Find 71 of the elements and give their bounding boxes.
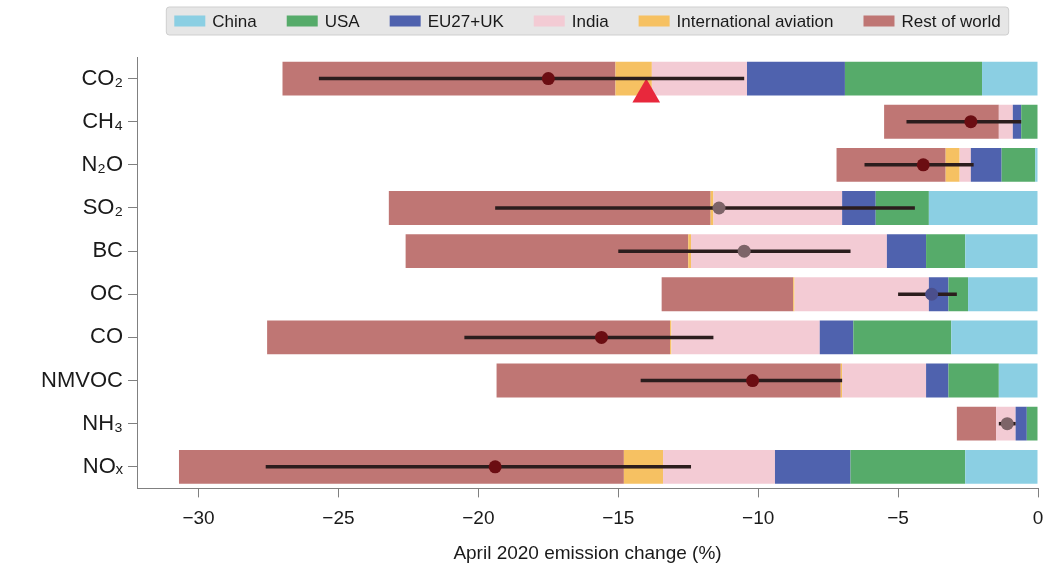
y-tick-label: CO	[90, 323, 123, 349]
point	[488, 460, 502, 474]
bar	[844, 61, 983, 96]
bar	[875, 191, 929, 225]
x-tick-label: −10	[742, 507, 775, 529]
x-tick-label: −5	[887, 507, 909, 529]
y-tick-label: N₂O	[81, 150, 123, 176]
legend-label: Rest of world	[901, 11, 1001, 31]
bar	[951, 320, 1038, 355]
y-tick-label: NOₓ	[82, 452, 124, 478]
bar	[1015, 406, 1027, 441]
point	[737, 244, 751, 258]
y-tick-label: CH₄	[82, 107, 124, 133]
bar	[1035, 147, 1038, 182]
bar	[663, 449, 775, 484]
legend-label: EU27+UK	[427, 11, 505, 31]
bar	[884, 104, 999, 139]
bar	[926, 363, 949, 398]
bar	[671, 320, 820, 355]
point	[712, 201, 726, 215]
x-tick-label: −30	[182, 507, 215, 529]
legend-label: India	[571, 11, 610, 31]
legend-label: USA	[324, 11, 361, 31]
y-tick-label: CO₂	[81, 64, 123, 90]
bar	[886, 234, 927, 269]
bar	[1021, 104, 1038, 139]
bar	[850, 449, 966, 484]
bar	[998, 363, 1038, 398]
bar	[982, 61, 1038, 96]
bar	[1001, 147, 1036, 182]
point	[541, 72, 555, 86]
bar	[746, 61, 845, 96]
bar	[948, 363, 999, 398]
y-tick-label: BC	[92, 237, 124, 263]
bar	[661, 277, 794, 312]
bar	[405, 234, 689, 269]
y-tick-label: OC	[90, 280, 124, 306]
bar	[282, 61, 616, 96]
bar	[819, 320, 854, 355]
bar	[388, 191, 711, 225]
bar	[267, 320, 671, 355]
x-axis-title: April 2020 emission change (%)	[453, 541, 722, 563]
bar	[926, 234, 966, 269]
point	[964, 115, 978, 129]
bar	[928, 191, 1038, 225]
bar	[651, 61, 747, 96]
legend-label: China	[212, 11, 258, 31]
x-tick-label: 0	[1032, 507, 1044, 529]
bar	[970, 147, 1002, 182]
x-tick-label: −25	[322, 507, 355, 529]
x-tick-label: −20	[462, 507, 495, 529]
bar	[496, 363, 841, 398]
bar	[774, 449, 851, 484]
bar	[956, 406, 997, 441]
legend-label: International aviation	[676, 11, 834, 31]
bar	[853, 320, 952, 355]
bar	[998, 104, 1013, 139]
y-tick-label: SO₂	[82, 194, 123, 220]
point	[916, 158, 930, 172]
bar	[794, 277, 929, 312]
bar	[968, 277, 1038, 312]
y-tick-label: NMVOC	[41, 366, 124, 392]
bar	[1026, 406, 1038, 441]
bar	[842, 363, 927, 398]
x-tick-label: −15	[602, 507, 635, 529]
bar	[948, 277, 969, 312]
bar	[965, 234, 1038, 269]
y-tick-label: NH₃	[82, 409, 123, 435]
bar	[965, 449, 1038, 484]
point	[746, 374, 760, 388]
point	[594, 330, 608, 344]
